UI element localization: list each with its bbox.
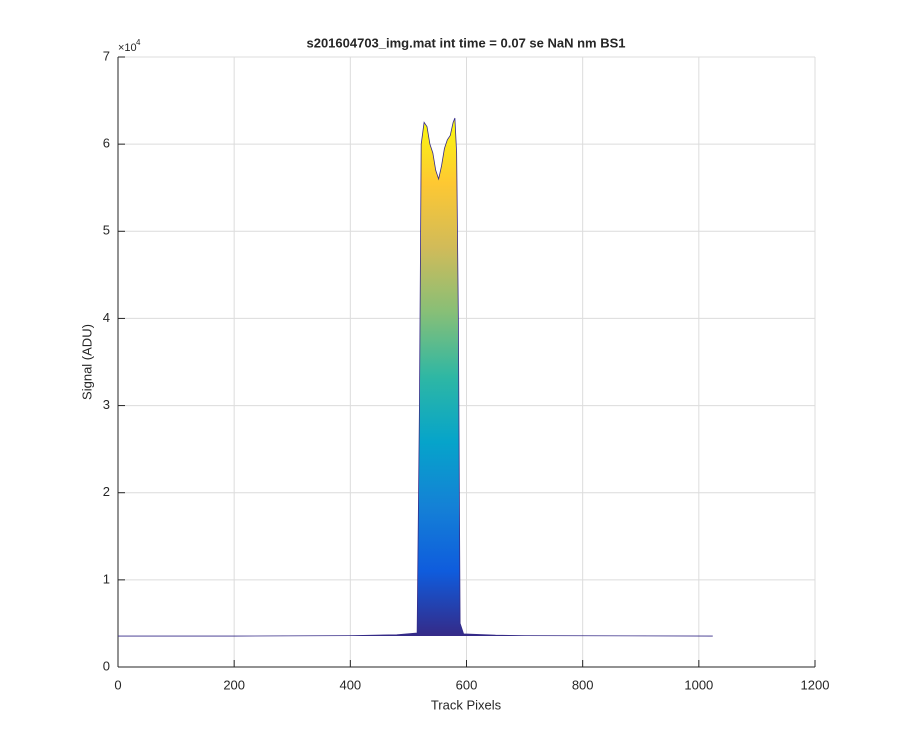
- y-tick-label: 3: [103, 397, 110, 412]
- y-tick-label: 7: [103, 48, 110, 63]
- y-tick-label: 6: [103, 136, 110, 151]
- area: [118, 118, 713, 637]
- y-tick-label: 4: [103, 310, 110, 325]
- chart-title: s201604703_img.mat int time = 0.07 se Na…: [306, 35, 625, 50]
- x-axis-label: Track Pixels: [431, 697, 502, 712]
- x-tick-label: 1000: [684, 677, 713, 692]
- y-tick-label: 2: [103, 484, 110, 499]
- x-tick-label: 800: [572, 677, 594, 692]
- y-tick-label: 1: [103, 571, 110, 586]
- y-tick-label: 0: [103, 658, 110, 673]
- line: [118, 117, 713, 637]
- x-tick-label: 0: [114, 677, 121, 692]
- y-tick-label: 5: [103, 223, 110, 238]
- x-tick-label: 1200: [801, 677, 830, 692]
- x-tick-label: 400: [339, 677, 361, 692]
- y-multiplier-exponent: 4: [136, 38, 141, 47]
- x-tick-label: 600: [456, 677, 478, 692]
- y-multiplier: ×10: [118, 42, 137, 54]
- y-axis-label: Signal (ADU): [79, 324, 94, 400]
- x-tick-label: 200: [223, 677, 245, 692]
